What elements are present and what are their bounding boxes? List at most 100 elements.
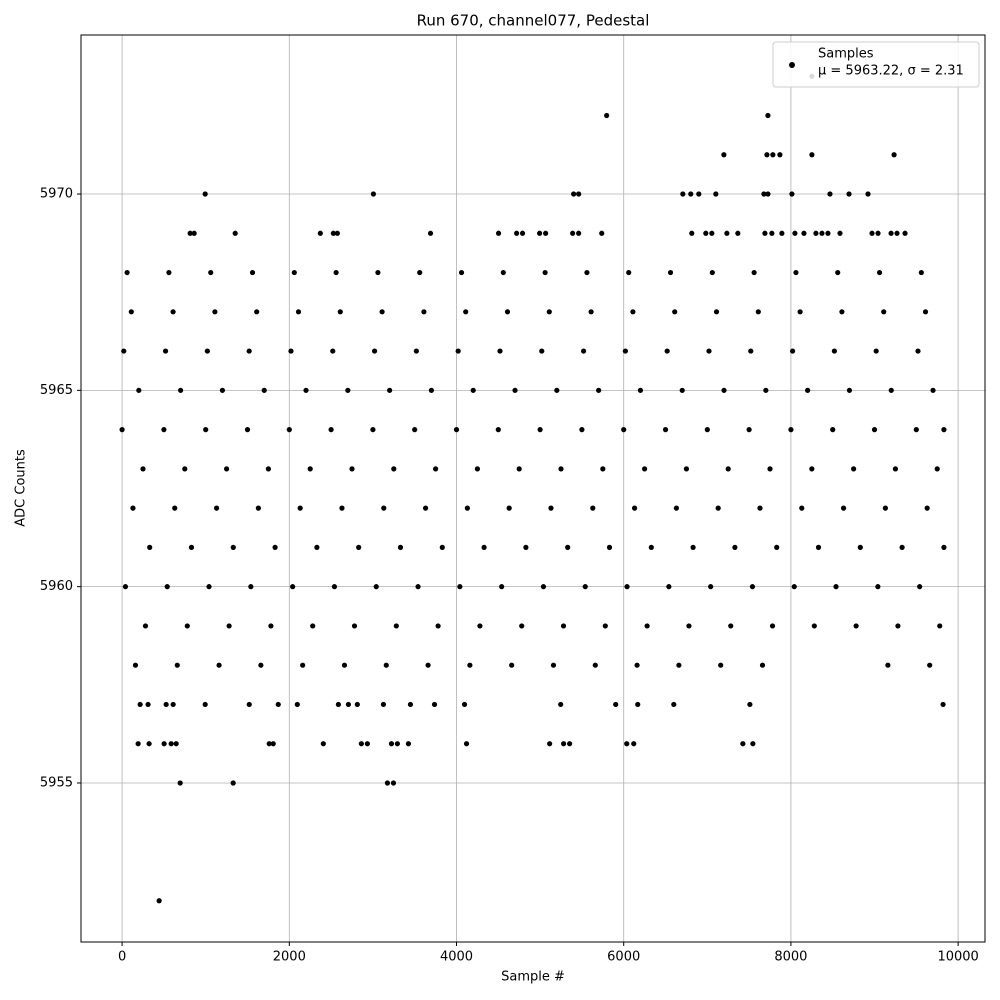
point <box>519 230 526 236</box>
point <box>261 387 267 393</box>
point <box>748 348 754 354</box>
point <box>272 544 278 550</box>
point <box>853 623 859 629</box>
point <box>504 309 511 315</box>
point <box>683 466 690 472</box>
point <box>666 584 672 590</box>
point <box>885 662 891 668</box>
point <box>330 230 336 236</box>
point <box>579 427 585 433</box>
point <box>303 387 309 393</box>
y-tick-label: 5960 <box>40 579 73 594</box>
point <box>140 466 146 472</box>
point <box>147 544 153 550</box>
point <box>184 623 190 629</box>
point <box>709 230 715 236</box>
point <box>602 623 608 629</box>
point <box>567 741 573 747</box>
point <box>718 662 724 668</box>
legend-box <box>772 41 980 88</box>
point <box>390 780 397 786</box>
point <box>537 427 543 433</box>
point <box>230 544 236 550</box>
point <box>208 269 214 276</box>
point <box>672 309 678 315</box>
point <box>792 230 798 236</box>
point <box>330 348 336 354</box>
point <box>846 387 853 393</box>
point <box>384 780 391 786</box>
point <box>295 309 302 315</box>
point <box>381 505 387 511</box>
point <box>223 466 230 472</box>
point <box>433 466 439 472</box>
point <box>846 191 852 197</box>
point <box>789 191 795 197</box>
point <box>571 191 577 197</box>
point <box>333 269 339 276</box>
point <box>725 466 731 472</box>
point <box>124 269 130 276</box>
point <box>604 112 610 119</box>
legend-stats: μ = 5963.22, σ = 2.31 <box>818 64 964 79</box>
point <box>644 623 650 629</box>
point <box>132 662 139 668</box>
point <box>334 230 340 236</box>
point <box>750 741 756 747</box>
point <box>173 741 179 747</box>
point <box>546 309 552 315</box>
point <box>895 623 901 629</box>
point <box>435 623 441 629</box>
point <box>924 505 930 511</box>
point <box>648 544 654 550</box>
y-axis-label: ADC Counts <box>14 449 29 527</box>
point <box>170 309 176 315</box>
point <box>431 701 438 708</box>
point <box>899 544 905 550</box>
point <box>204 348 210 354</box>
point <box>232 230 238 236</box>
point <box>789 348 796 354</box>
point <box>582 584 588 590</box>
point <box>851 466 857 472</box>
point <box>941 427 947 433</box>
point <box>162 348 169 354</box>
point <box>512 387 518 393</box>
point <box>341 662 348 668</box>
point <box>761 191 767 197</box>
point <box>351 623 358 629</box>
y-tick-label: 5970 <box>40 187 73 202</box>
point <box>268 623 274 629</box>
point <box>216 662 222 668</box>
point <box>397 544 404 550</box>
point <box>177 780 183 786</box>
point <box>840 505 847 511</box>
point <box>721 387 727 393</box>
point <box>676 662 682 668</box>
point <box>439 544 445 550</box>
point <box>732 544 738 550</box>
point <box>187 230 193 236</box>
point <box>892 466 899 472</box>
point <box>917 584 923 590</box>
point <box>937 623 943 629</box>
point <box>230 780 236 786</box>
point <box>759 662 766 668</box>
point <box>888 387 894 393</box>
point <box>819 230 825 236</box>
point <box>606 544 613 550</box>
point <box>509 662 515 668</box>
point <box>248 584 254 590</box>
point <box>310 623 316 629</box>
point <box>713 309 720 315</box>
point <box>202 191 208 197</box>
point <box>375 269 381 276</box>
point <box>728 623 734 629</box>
x-tick-label: 10000 <box>937 950 978 965</box>
point <box>713 191 719 197</box>
point <box>540 584 547 590</box>
point <box>470 387 476 393</box>
point <box>746 427 752 433</box>
point <box>337 309 343 315</box>
point <box>145 701 151 708</box>
